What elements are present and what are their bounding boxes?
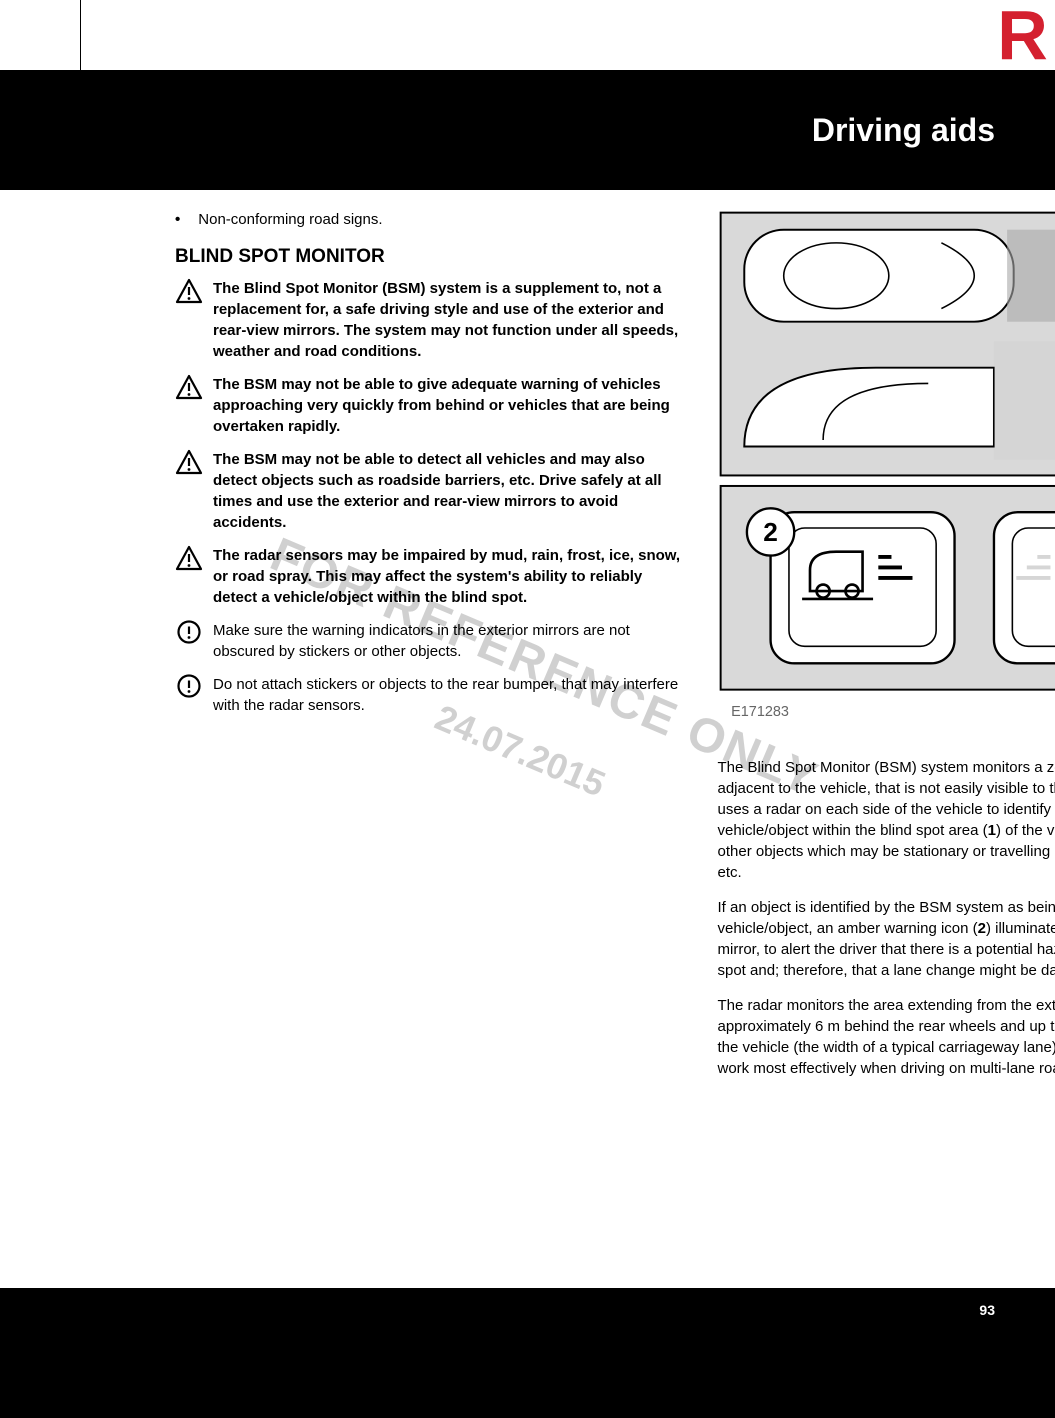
notice-block: Make sure the warning indicators in the … <box>175 620 688 662</box>
warning-triangle-icon <box>175 278 203 304</box>
warning-triangle-icon <box>175 449 203 475</box>
warning-triangle-icon <box>175 374 203 400</box>
body-paragraph: The radar monitors the area extending fr… <box>718 995 1055 1079</box>
bullet-marker: • <box>175 210 180 230</box>
callout-2: 2 <box>763 517 778 547</box>
warning-block: The BSM may not be able to detect all ve… <box>175 449 688 533</box>
warning-text: The radar sensors may be impaired by mud… <box>213 545 688 608</box>
body-paragraph: The Blind Spot Monitor (BSM) system moni… <box>718 757 1055 883</box>
notice-text: Make sure the warning indicators in the … <box>213 620 688 662</box>
bullet-text: Non-conforming road signs. <box>198 210 382 230</box>
warning-block: The Blind Spot Monitor (BSM) system is a… <box>175 278 688 362</box>
figure-id: E171283 <box>731 704 789 720</box>
bsm-diagram: 1 1 <box>718 210 1055 741</box>
notice-text: Do not attach stickers or objects to the… <box>213 674 688 716</box>
tab-letter: R <box>990 0 1055 70</box>
notice-circle-icon <box>175 620 203 646</box>
warning-block: The BSM may not be able to give adequate… <box>175 374 688 437</box>
body-paragraph: If an object is identified by the BSM sy… <box>718 897 1055 981</box>
warning-text: The BSM may not be able to detect all ve… <box>213 449 688 533</box>
section-heading: BLIND SPOT MONITOR <box>175 246 688 268</box>
left-column: • Non-conforming road signs. BLIND SPOT … <box>175 210 688 1093</box>
bullet-item: • Non-conforming road signs. <box>175 210 688 230</box>
warning-text: The Blind Spot Monitor (BSM) system is a… <box>213 278 688 362</box>
page-footer: 93 <box>0 1288 1055 1418</box>
page-header: Driving aids <box>0 70 1055 190</box>
notice-block: Do not attach stickers or objects to the… <box>175 674 688 716</box>
warning-block: The radar sensors may be impaired by mud… <box>175 545 688 608</box>
notice-circle-icon <box>175 674 203 700</box>
warning-text: The BSM may not be able to give adequate… <box>213 374 688 437</box>
warning-triangle-icon <box>175 545 203 571</box>
right-column: 1 1 <box>718 210 1055 1093</box>
content-area: • Non-conforming road signs. BLIND SPOT … <box>175 210 1055 1093</box>
page-number: 93 <box>979 1302 995 1318</box>
page-title: Driving aids <box>812 112 995 149</box>
